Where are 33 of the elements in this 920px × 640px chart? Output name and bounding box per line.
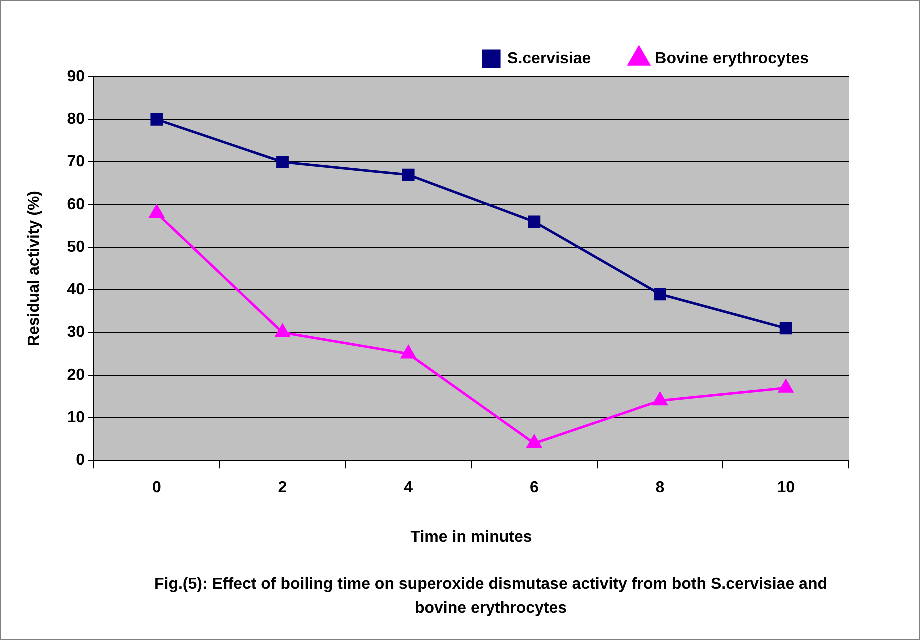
x-tick-label: 8: [656, 480, 665, 497]
point: [778, 380, 794, 393]
x-tick-label: 4: [404, 480, 414, 497]
y-tick-label: 90: [67, 68, 86, 86]
text: Fig.(5): Effect of boiling time on superoxide dismutase activity from both S.cervisiae and bovine erythrocytes: [153, 575, 828, 619]
x-tick-label: 10: [777, 480, 796, 497]
point: [528, 216, 541, 228]
y-tick-label: 70: [67, 154, 86, 171]
y-tick-label: 0: [76, 452, 86, 470]
point: [150, 113, 164, 126]
legend-label: Bovine erythrocytes: [655, 50, 810, 68]
point: [654, 288, 666, 301]
point: [401, 346, 416, 359]
x-axis-title: Time in minutes: [410, 528, 532, 546]
point: [527, 435, 542, 448]
x-tick-label: 6: [530, 480, 539, 497]
x-tick-label: 2: [278, 480, 288, 497]
y-tick-label: 40: [67, 282, 86, 299]
point: [276, 156, 289, 168]
point: [780, 322, 792, 335]
y-tick-label: 60: [67, 196, 86, 214]
legend-label: S.cervisiae: [508, 50, 592, 68]
point: [150, 205, 164, 218]
y-tick-label: 20: [67, 366, 86, 384]
y-axis-title: Residual activity (%): [26, 190, 44, 347]
y-tick-label: 10: [67, 409, 86, 426]
y-tick-label: 50: [67, 238, 86, 256]
point: [652, 392, 668, 406]
y-tick-label: 30: [67, 324, 86, 342]
x-tick-label: 0: [152, 480, 162, 497]
y-tick-label: 80: [67, 111, 86, 128]
point: [402, 168, 415, 182]
point: [275, 324, 290, 338]
